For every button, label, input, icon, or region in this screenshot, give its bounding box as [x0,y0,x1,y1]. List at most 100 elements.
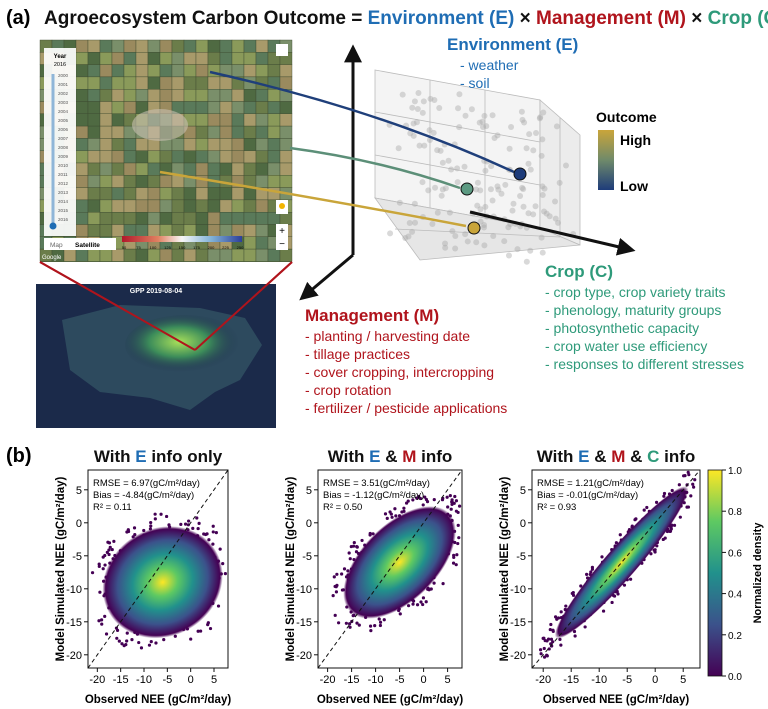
map-cell [111,211,125,225]
zoom-in[interactable]: + [279,226,285,237]
scatter-dot [645,505,649,510]
year-option[interactable]: 2010 [58,163,69,168]
cube-point [498,190,505,197]
scatter-dot [149,640,153,644]
map-cell [111,52,125,65]
year-option[interactable]: 2001 [58,82,69,87]
scatter-dot [332,575,336,579]
fullscreen[interactable] [276,44,288,56]
scatter-dot [683,474,687,478]
link-arrow [159,170,467,228]
scatter-dot [538,648,543,652]
year-option[interactable]: 2000 [58,73,69,78]
cube-point [454,179,461,186]
map-cell [255,52,269,65]
scatter-dot [402,506,406,510]
year-option[interactable]: 2004 [58,109,69,114]
cube-point [396,199,403,206]
scatter-dot [456,541,460,546]
map-cell [255,236,269,250]
plot-title: With E & M info [328,447,453,466]
scatter-dot [368,624,373,628]
scatter-dot [551,628,555,632]
y-tick-label: 5 [76,485,82,497]
scatter-dot [589,570,593,574]
scatter-dot [453,494,457,499]
scatter-dot [545,639,549,643]
scatter-dot [449,507,453,511]
y-axis-label: Model Simulated NEE (gC/m²/day) [499,477,511,662]
y-tick-label: -20 [66,650,82,662]
cube-point [419,109,426,116]
map-cell [219,199,233,213]
map-cell [87,125,101,139]
one-to-one-line [317,469,463,669]
map-cell [183,224,197,238]
scatter-dot [662,494,666,498]
map-cell [171,248,185,262]
cube-point [442,240,449,247]
cube-point [518,108,525,115]
y-tick-label: -20 [296,650,312,662]
cube-point [538,234,545,241]
scatter-dot [333,613,337,617]
scatter-dot [424,497,428,502]
map-cell [87,39,101,53]
year-option[interactable]: 2015 [58,208,69,213]
map-cell [207,52,221,65]
year-option[interactable]: 2005 [58,118,69,123]
y-tick-label: 0 [76,518,82,530]
cube-point [482,203,489,210]
cube-point [526,131,533,138]
scatter-dot [208,626,213,631]
year-option[interactable]: 2012 [58,181,69,186]
map-scale-tick: 125 [164,245,171,250]
year-option[interactable]: 2007 [58,136,69,141]
map-cell [195,88,209,102]
zoom-control[interactable] [276,224,288,250]
year-option[interactable]: 2006 [58,127,69,132]
map-cell [87,162,101,176]
scatter-dot [549,637,554,641]
x-tick-label: -10 [136,674,152,686]
satellite-button[interactable]: Satellite [75,242,100,249]
colorbar-tick-label: 0.4 [728,590,742,601]
cube-point [461,163,468,170]
year-option[interactable]: 2016 [58,217,69,222]
zoom-out[interactable]: − [279,239,285,250]
map-cell [159,248,173,262]
year-handle[interactable] [49,222,57,230]
scatter-dot [457,504,462,508]
x-tick-label: -5 [395,674,405,686]
map-cell [123,52,137,65]
scatter-dot [548,627,552,632]
scatter-dot [207,538,211,542]
cube-point [462,231,469,238]
cube-point [431,96,438,103]
cube-point [487,186,494,193]
cube-point [399,91,406,98]
scatter-dot [199,629,203,633]
map-cell [183,76,197,90]
stat-text: R² = 0.11 [93,502,132,513]
scatter-dot [670,488,674,493]
scatter-dot [211,530,215,534]
map-cell [243,236,257,250]
scatter-dot [555,617,559,621]
year-option[interactable]: 2013 [58,190,69,195]
density-cloud [102,526,223,639]
map-cell [75,113,89,127]
year-option[interactable]: 2008 [58,145,69,150]
year-option[interactable]: 2003 [58,100,69,105]
map-cell [171,150,185,164]
map-cell [255,224,269,238]
map-cell [159,224,173,238]
scatter-dot [452,553,456,558]
scatter-dot [195,516,199,520]
year-option[interactable]: 2014 [58,199,69,204]
year-option[interactable]: 2009 [58,154,69,159]
map-button[interactable]: Map [50,242,63,249]
cube-point [473,186,480,193]
year-option[interactable]: 2002 [58,91,69,96]
year-option[interactable]: 2011 [58,172,68,177]
